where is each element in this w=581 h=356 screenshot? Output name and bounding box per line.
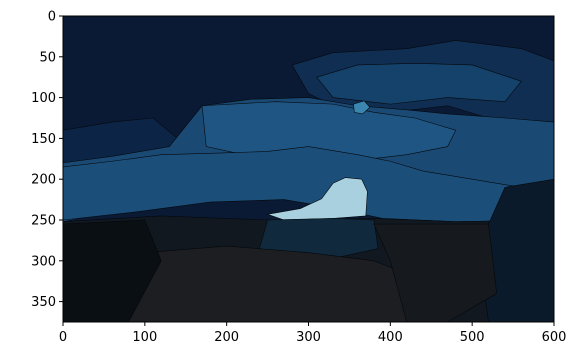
y-tick-label: 50 — [39, 50, 56, 65]
x-tick-label: 300 — [296, 330, 321, 345]
y-tick-label: 0 — [48, 10, 56, 25]
x-axis: 0 100 200 300 400 500 600 — [59, 322, 567, 345]
y-tick-label: 300 — [31, 254, 56, 269]
x-tick-label: 200 — [214, 330, 239, 345]
y-tick-label: 200 — [31, 173, 56, 188]
x-tick-label: 500 — [460, 330, 485, 345]
image-plot-area — [63, 16, 554, 322]
y-tick-label: 350 — [31, 295, 56, 310]
y-tick-label: 150 — [31, 132, 56, 147]
image-region-upper-cloud-highlight — [316, 63, 522, 105]
y-axis: 0 50 100 150 200 250 300 350 — [31, 10, 63, 310]
x-tick-label: 600 — [542, 330, 567, 345]
image-region-bright-sky-spot — [353, 100, 371, 115]
y-tick-label: 100 — [31, 91, 56, 106]
x-tick-label: 400 — [378, 330, 403, 345]
x-tick-label: 100 — [132, 330, 157, 345]
image-region-ground-right-grey — [373, 223, 498, 322]
x-tick-label: 0 — [59, 330, 67, 345]
y-tick-label: 250 — [31, 214, 56, 229]
image-region-ground-left-black — [63, 219, 162, 322]
